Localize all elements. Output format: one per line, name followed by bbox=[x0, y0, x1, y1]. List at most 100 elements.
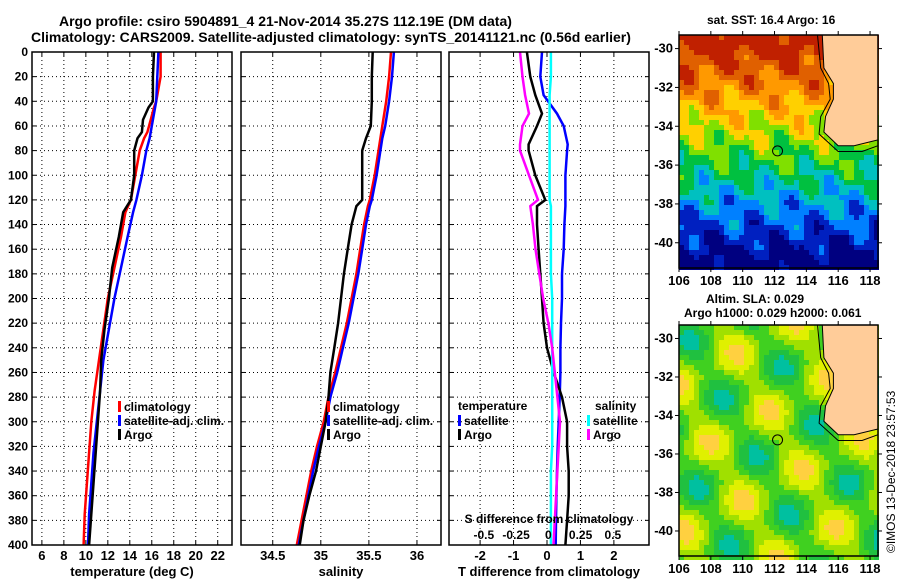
map-cell bbox=[799, 325, 804, 330]
map-cell bbox=[824, 75, 829, 80]
map-cell bbox=[799, 130, 804, 135]
map-cell bbox=[749, 190, 754, 195]
map-cell bbox=[699, 385, 704, 390]
map-cell bbox=[724, 235, 729, 240]
map-cell bbox=[744, 520, 749, 525]
map-cell bbox=[814, 255, 819, 260]
map-cell bbox=[744, 510, 749, 515]
map-cell bbox=[814, 125, 819, 130]
map-cell bbox=[739, 35, 744, 40]
map-cell bbox=[709, 395, 714, 400]
map-cell bbox=[779, 225, 784, 230]
map-cell bbox=[724, 90, 729, 95]
map-cell bbox=[844, 450, 849, 455]
map-cell bbox=[709, 330, 714, 335]
map-cell bbox=[729, 495, 734, 500]
map-cell bbox=[794, 160, 799, 165]
map-cell bbox=[769, 160, 774, 165]
map-cell bbox=[754, 430, 759, 435]
map-cell bbox=[809, 535, 814, 540]
map-cell bbox=[849, 155, 854, 160]
map-cell bbox=[874, 165, 879, 170]
map-cell bbox=[834, 480, 839, 485]
y-tick-label: 60 bbox=[15, 119, 29, 133]
map-cell bbox=[764, 150, 769, 155]
map-cell bbox=[694, 345, 699, 350]
map-cell bbox=[794, 530, 799, 535]
map-cell bbox=[849, 190, 854, 195]
map-cell bbox=[679, 335, 684, 340]
map-cell bbox=[759, 45, 764, 50]
map-cell bbox=[734, 415, 739, 420]
map-cell bbox=[794, 430, 799, 435]
map-cell bbox=[824, 395, 829, 400]
map-cell bbox=[804, 230, 809, 235]
map-cell bbox=[849, 550, 854, 555]
map-cell bbox=[699, 180, 704, 185]
map-cell bbox=[789, 240, 794, 245]
map-cell bbox=[814, 540, 819, 545]
map-cell bbox=[819, 170, 824, 175]
map-cell bbox=[679, 495, 684, 500]
map-cell bbox=[864, 465, 869, 470]
map-cell bbox=[864, 255, 869, 260]
map-cell bbox=[839, 490, 844, 495]
map-cell bbox=[864, 250, 869, 255]
map-cell bbox=[679, 225, 684, 230]
map-cell bbox=[759, 385, 764, 390]
map-cell bbox=[729, 455, 734, 460]
map-cell bbox=[869, 460, 874, 465]
map-cell bbox=[699, 240, 704, 245]
map-cell bbox=[809, 200, 814, 205]
map-cell bbox=[809, 370, 814, 375]
map-cell bbox=[869, 235, 874, 240]
map-cell bbox=[679, 480, 684, 485]
map-cell bbox=[799, 365, 804, 370]
map-cell bbox=[784, 460, 789, 465]
map-cell bbox=[834, 195, 839, 200]
map-cell bbox=[714, 375, 719, 380]
map-cell bbox=[849, 470, 854, 475]
map-cell bbox=[829, 160, 834, 165]
map-cell bbox=[704, 415, 709, 420]
map-cell bbox=[749, 205, 754, 210]
map-cell bbox=[799, 90, 804, 95]
map-cell bbox=[684, 505, 689, 510]
map-cell bbox=[764, 470, 769, 475]
map-cell bbox=[694, 65, 699, 70]
map-cell bbox=[764, 160, 769, 165]
map-cell bbox=[794, 100, 799, 105]
map-cell bbox=[809, 510, 814, 515]
map-cell bbox=[869, 500, 874, 505]
legend-label: satellite-adj. clim. bbox=[333, 414, 433, 428]
map-cell bbox=[804, 335, 809, 340]
map-cell bbox=[769, 360, 774, 365]
map-cell bbox=[679, 205, 684, 210]
map-cell bbox=[799, 50, 804, 55]
map-cell bbox=[839, 450, 844, 455]
map-cell bbox=[809, 425, 814, 430]
map-cell bbox=[759, 40, 764, 45]
map-cell bbox=[719, 65, 724, 70]
map-cell bbox=[854, 180, 859, 185]
map-cell bbox=[744, 375, 749, 380]
map-cell bbox=[699, 365, 704, 370]
map-cell bbox=[739, 120, 744, 125]
map-cell bbox=[719, 485, 724, 490]
map-cell bbox=[729, 205, 734, 210]
map-cell bbox=[734, 330, 739, 335]
map-cell bbox=[809, 75, 814, 80]
map-cell bbox=[684, 360, 689, 365]
map-cell bbox=[739, 110, 744, 115]
map-cell bbox=[759, 535, 764, 540]
map-cell bbox=[844, 515, 849, 520]
map-cell bbox=[754, 195, 759, 200]
map-cell bbox=[769, 205, 774, 210]
map-cell bbox=[684, 155, 689, 160]
map-cell bbox=[764, 535, 769, 540]
map-cell bbox=[719, 80, 724, 85]
map-cell bbox=[834, 245, 839, 250]
map-cell bbox=[784, 405, 789, 410]
map-cell bbox=[729, 430, 734, 435]
map-cell bbox=[689, 50, 694, 55]
